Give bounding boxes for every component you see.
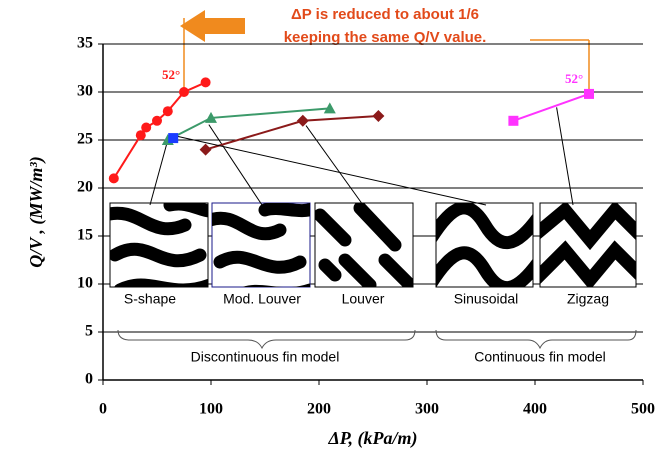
annotation: 52°: [565, 71, 583, 86]
x-tick-label: 300: [415, 401, 439, 418]
annotation: keeping the same Q/V value.: [284, 29, 487, 46]
point: [584, 88, 594, 99]
x-tick-label: 200: [307, 401, 331, 418]
pointer-arrow: [176, 135, 487, 206]
arrow: [180, 10, 245, 42]
y-tick-label: 20: [77, 179, 93, 196]
pointer-arrow: [149, 139, 169, 206]
y-tick-label: 25: [77, 131, 93, 148]
legend-label: Mod. Louver: [223, 291, 301, 307]
point: [296, 114, 309, 127]
point: [205, 111, 217, 123]
y-tick-label: 10: [77, 275, 93, 292]
legend-label: Zigzag: [567, 291, 609, 307]
point: [200, 77, 211, 88]
point: [162, 106, 173, 117]
trend-line: [513, 92, 590, 122]
annotation: Discontinuous fin model: [191, 349, 340, 365]
y-tick-label: 5: [85, 323, 93, 340]
point: [108, 173, 119, 184]
trend-line: [112, 81, 207, 179]
annotation: Continuous fin model: [474, 349, 606, 365]
annotation: 52°: [162, 67, 180, 82]
x-tick-label: 0: [99, 401, 107, 418]
point: [372, 110, 385, 122]
pointer-arrow: [208, 124, 263, 206]
point: [152, 115, 162, 126]
bracket: [435, 329, 637, 350]
y-tick-label: 15: [77, 227, 93, 244]
pointer-arrow: [556, 107, 574, 206]
legend-label: Sinusoidal: [454, 291, 519, 307]
x-axis-label: ΔP, (kPa/m): [328, 428, 418, 449]
pointer-arrow: [305, 125, 364, 206]
point: [135, 130, 146, 141]
point: [323, 102, 336, 114]
bracket: [117, 329, 416, 350]
point: [168, 133, 179, 144]
legend-label: Louver: [342, 291, 385, 307]
trend-line: [167, 107, 330, 141]
y-axis-label: Q/V , (MW/m³): [26, 156, 47, 268]
x-tick-label: 500: [631, 401, 655, 418]
point: [141, 122, 152, 133]
y-tick-label: 35: [77, 35, 93, 52]
point: [508, 115, 519, 126]
y-tick-label: 30: [77, 83, 93, 100]
x-tick-label: 100: [199, 401, 223, 418]
y-tick-label: 0: [85, 371, 93, 388]
point: [179, 87, 189, 97]
trend-line: [205, 115, 379, 151]
annotation: ΔP is reduced to about 1/6: [291, 6, 479, 23]
point: [199, 143, 212, 156]
legend-label: S-shape: [124, 291, 176, 307]
x-tick-label: 400: [523, 401, 547, 418]
